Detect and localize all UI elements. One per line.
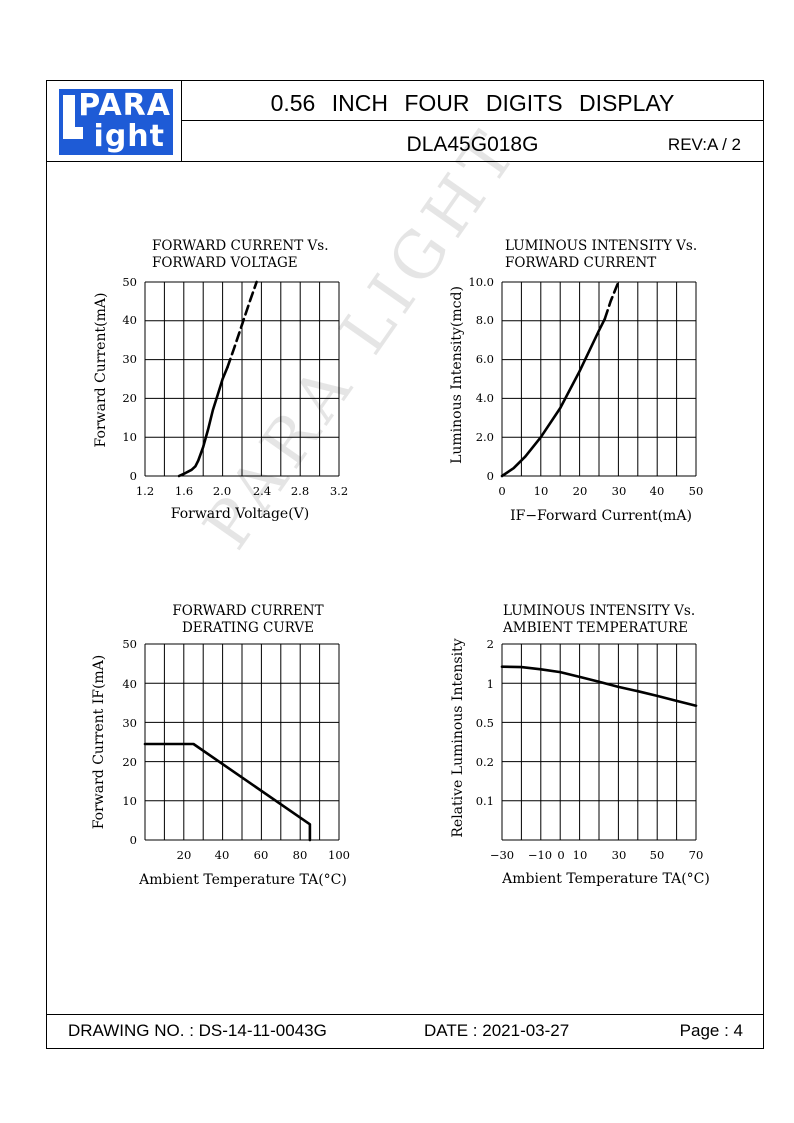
chart3-xtick-label: 60: [254, 848, 269, 862]
chart1-xtick-label: 2.0: [213, 484, 231, 498]
chart4-xtick-label: −10: [528, 848, 552, 862]
chart2-series-solid-line: [500, 317, 607, 478]
chart3-ytick-label: 20: [122, 755, 137, 769]
chart1-ytick-label: 30: [122, 352, 137, 366]
chart2-ytick-label: 0: [487, 469, 494, 483]
chart3-ytick-label: 0: [130, 833, 137, 847]
chart2-xtick-label: 20: [573, 484, 588, 498]
chart2-xtick-label: 0: [498, 484, 505, 498]
page-number: Page : 4: [679, 1021, 743, 1040]
chart4-xtick-label: 30: [612, 848, 627, 862]
chart3-x-axis-label: Ambient Temperature TA(°C): [138, 872, 347, 888]
chart2-title-line: FORWARD CURRENT: [505, 255, 656, 271]
chart2-ytick-label: 6.0: [476, 352, 494, 366]
chart1-xtick-label: 3.2: [330, 484, 348, 498]
chart4-xtick-label: −30: [490, 848, 514, 862]
para-light-logo: PARA ight: [47, 81, 182, 161]
logo-l-foot: [63, 127, 83, 139]
chart3-ytick-label: 40: [122, 677, 137, 691]
chart3-ytick-label: 10: [122, 794, 137, 808]
chart4-series-solid-line: [500, 665, 698, 708]
chart2-series-dashed-line: [603, 280, 620, 321]
chart3-ytick-label: 30: [122, 716, 137, 730]
chart4-ytick-label: 1: [487, 677, 494, 691]
chart2-ytick-label: 8.0: [476, 313, 494, 327]
chart4-xtick-label: 50: [650, 848, 665, 862]
chart1-ytick-label: 20: [122, 391, 137, 405]
chart3-xtick-label: 20: [177, 848, 192, 862]
revision-label: REV:A / 2: [667, 135, 741, 154]
footer-divider: [47, 1014, 763, 1015]
drawing-number: DRAWING NO. : DS-14-11-0043G: [68, 1021, 327, 1040]
chart1-ytick-label: 0: [130, 469, 137, 483]
chart1-ytick-label: 40: [122, 313, 137, 327]
header-divider: [47, 161, 763, 162]
chart2-xtick-label: 50: [689, 484, 704, 498]
chart4-title-line: AMBIENT TEMPERATURE: [502, 620, 688, 636]
chart2-xtick-label: 40: [650, 484, 665, 498]
chart2-xtick-label: 10: [534, 484, 549, 498]
chart2-xtick-label: 30: [612, 484, 627, 498]
chart1-ytick-label: 10: [122, 430, 137, 444]
chart4-ytick-label: 2: [487, 637, 494, 651]
chart4-ytick-label: 0.5: [476, 716, 494, 730]
model-row: DLA45G018G REV:A / 2: [182, 121, 763, 161]
chart4-ytick-label: 0.1: [476, 794, 494, 808]
datasheet-frame: PARA ight 0.56 INCH FOUR DIGITS DISPLAY …: [46, 80, 764, 1049]
chart1-ytick-label: 50: [122, 275, 137, 289]
chart3-xtick-label: 80: [293, 848, 308, 862]
chart4-xtick-label: 70: [689, 848, 704, 862]
chart1-y-axis-label: Forward Current(mA): [93, 293, 109, 448]
chart1-title-line: FORWARD VOLTAGE: [152, 255, 298, 271]
chart3-xtick-label: 40: [215, 848, 230, 862]
chart2-ytick-label: 4.0: [476, 391, 494, 405]
chart2-title-line: LUMINOUS INTENSITY Vs.: [505, 238, 697, 254]
chart4-xtick-label: 10: [573, 848, 588, 862]
chart3-series-solid-line: [143, 742, 312, 842]
chart1-xtick-label: 1.2: [136, 484, 154, 498]
drawing-date: DATE : 2021-03-27: [424, 1021, 570, 1040]
logo-text-para: PARA: [59, 89, 173, 123]
document-title: 0.56 INCH FOUR DIGITS DISPLAY: [182, 81, 763, 121]
chart3-title-line: FORWARD CURRENT: [172, 603, 323, 619]
chart1-x-axis-label: Forward Voltage(V): [171, 506, 310, 522]
logo-text-ight: ight: [59, 121, 173, 155]
chart4-title-line: LUMINOUS INTENSITY Vs.: [503, 603, 695, 619]
model-number: DLA45G018G: [406, 133, 539, 156]
chart1-series-solid-line: [177, 366, 229, 478]
chart2-x-axis-label: IF−Forward Current(mA): [510, 508, 692, 524]
chart3-y-axis-label: Forward Current IF(mA): [91, 655, 107, 830]
chart1-series-dashed-line: [226, 280, 258, 369]
chart1-xtick-label: 2.4: [253, 484, 271, 498]
chart2-ytick-label: 10.0: [468, 275, 494, 289]
chart4-xtick-label: 0: [557, 848, 564, 862]
chart4-x-axis-label: Ambient Temperature TA(°C): [501, 871, 710, 887]
chart1-xtick-label: 1.6: [175, 484, 193, 498]
chart4-y-axis-label: Relative Luminous Intensity: [450, 638, 466, 837]
chart2-ytick-label: 2.0: [476, 430, 494, 444]
chart2-y-axis-label: Luminous Intensity(mcd): [449, 286, 465, 464]
chart1-title-line: FORWARD CURRENT Vs.: [152, 238, 329, 254]
chart3-title-line: DERATING CURVE: [182, 620, 314, 636]
chart3-ytick-label: 50: [122, 637, 137, 651]
chart1-xtick-label: 2.8: [291, 484, 309, 498]
chart3-xtick-label: 100: [328, 848, 350, 862]
chart4-ytick-label: 0.2: [476, 755, 494, 769]
